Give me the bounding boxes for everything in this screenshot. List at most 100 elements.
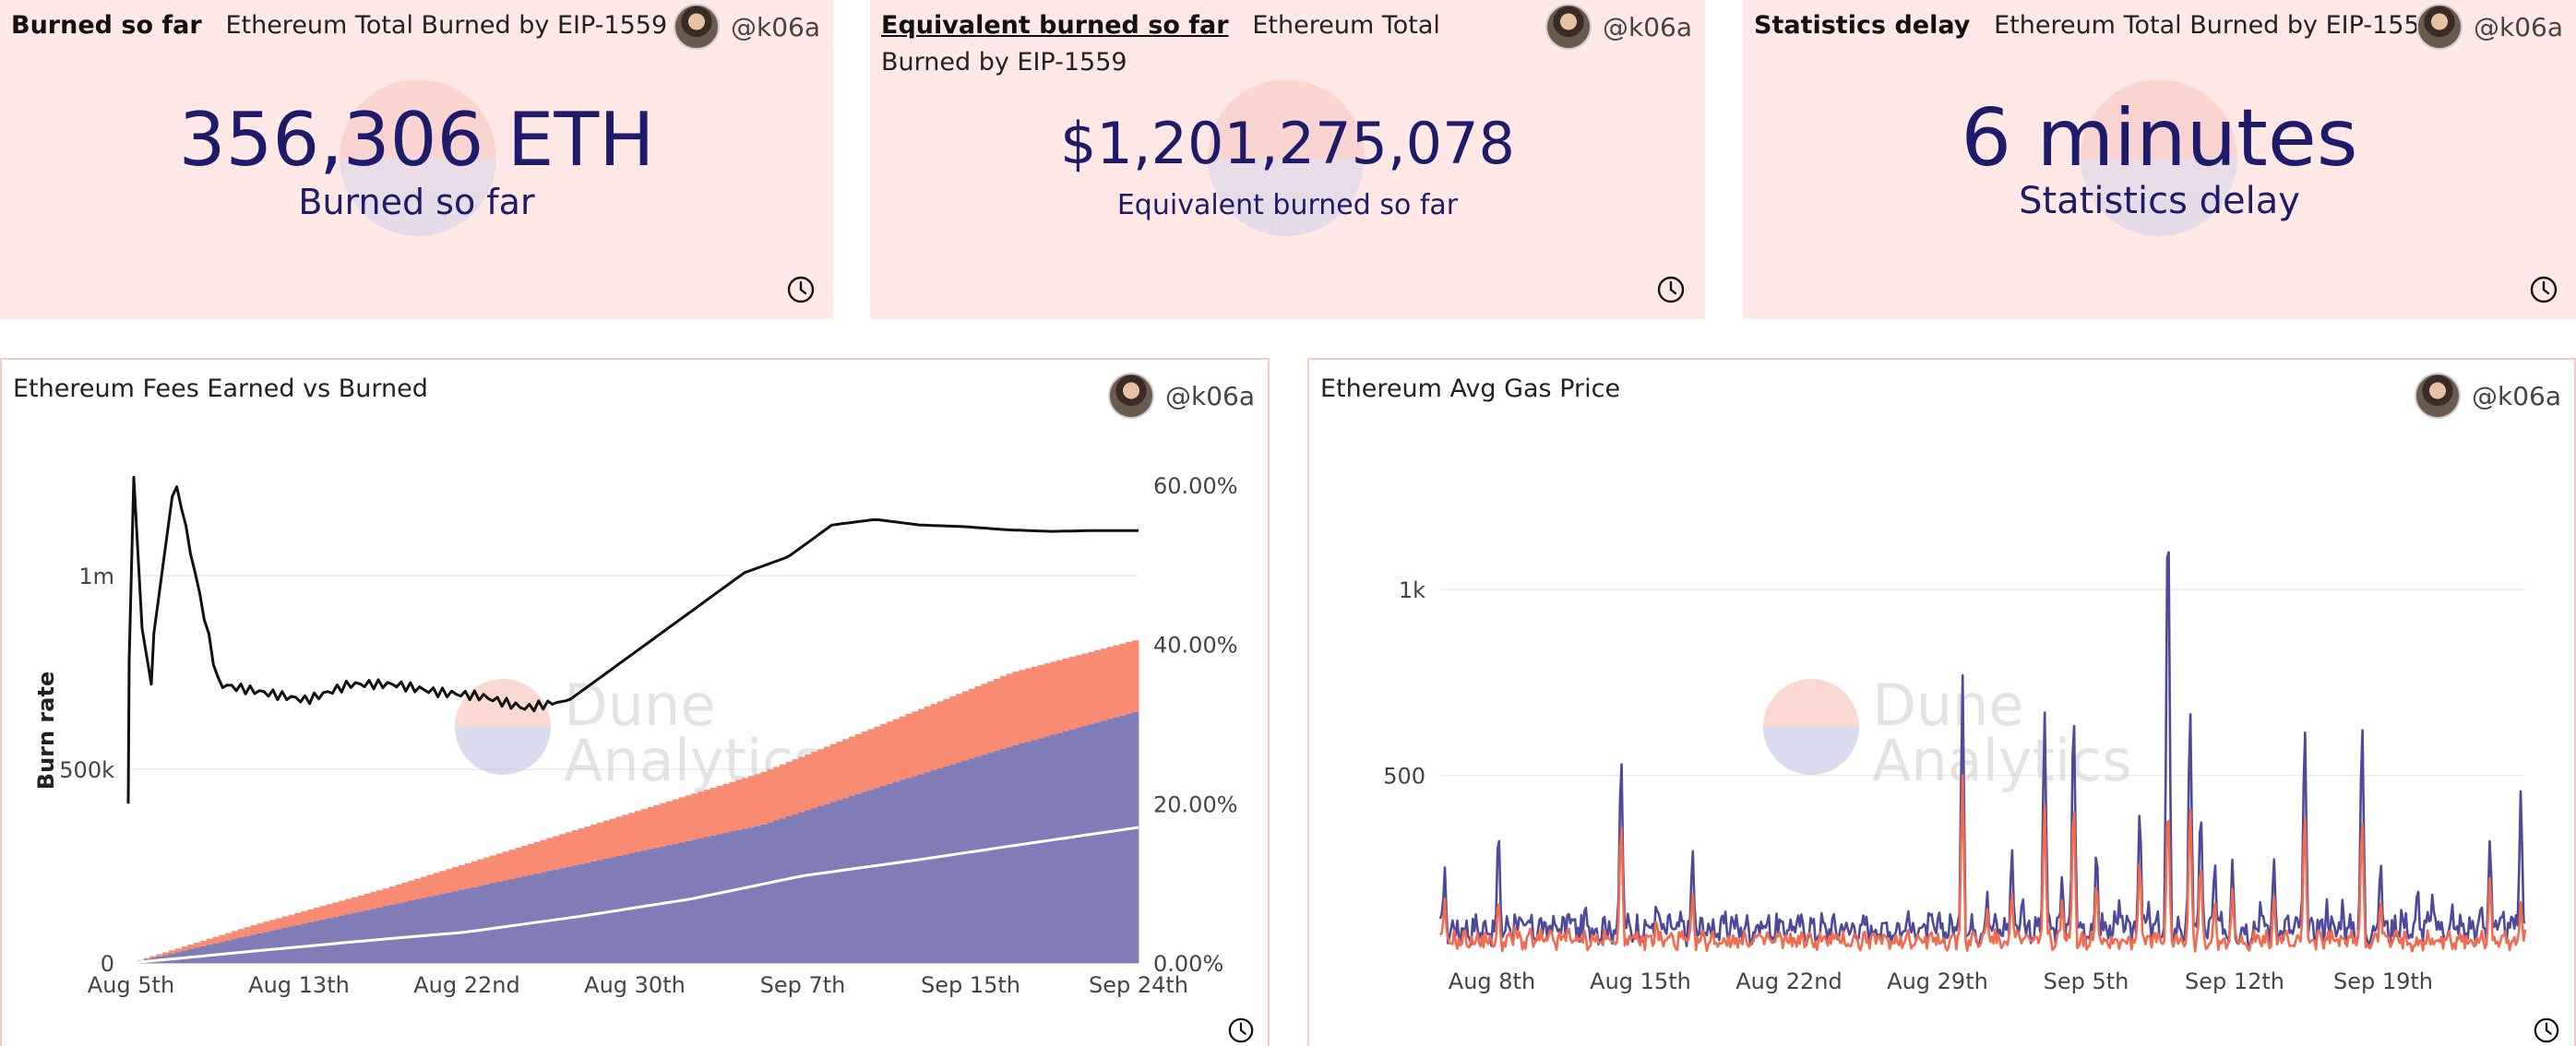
earned-bar	[880, 723, 888, 786]
author-name[interactable]: @k06a	[2473, 11, 2563, 42]
avatar[interactable]	[1544, 4, 1592, 50]
author-badge[interactable]: @k06a	[2414, 373, 2561, 419]
earned-bar	[735, 779, 743, 831]
chart-title[interactable]: Ethereum Fees Earned vs Burned	[13, 374, 428, 403]
earned-bar	[1068, 657, 1077, 730]
panel-title-query[interactable]: Ethereum Total Burned by EIP-1559	[1994, 11, 2436, 40]
earned-bar	[439, 871, 447, 895]
earned-bar	[956, 694, 963, 763]
panel-title-main[interactable]: Equivalent burned so far	[881, 11, 1229, 40]
earned-bar	[710, 787, 718, 836]
avatar[interactable]	[2415, 4, 2463, 50]
earned-bar	[408, 880, 415, 901]
earned-bar	[288, 914, 295, 927]
earned-bar	[716, 785, 723, 835]
burned-bar	[949, 764, 957, 963]
burned-bar	[502, 880, 509, 963]
author-badge[interactable]: @k06a	[1544, 4, 1692, 50]
avatar[interactable]	[673, 4, 720, 50]
earned-bar	[527, 843, 535, 875]
panel-title-query[interactable]: Ethereum Total Burned by EIP-1559	[225, 11, 668, 40]
earned-bar	[874, 726, 881, 789]
earned-bar	[219, 934, 226, 943]
earned-bar	[483, 857, 491, 885]
author-badge[interactable]: @k06a	[1107, 373, 1255, 419]
earned-bar	[943, 698, 950, 767]
author-name[interactable]: @k06a	[1602, 11, 1692, 42]
burned-bar	[887, 783, 894, 963]
earned-bar	[678, 797, 686, 843]
earned-bar	[495, 853, 504, 882]
earned-bar	[672, 799, 680, 844]
earned-bar	[490, 855, 497, 884]
earned-bar	[805, 754, 812, 811]
burned-bar	[981, 755, 988, 963]
author-badge[interactable]: @k06a	[673, 4, 820, 50]
avatar[interactable]	[2414, 373, 2461, 419]
earned-bar	[269, 920, 277, 931]
clock-icon[interactable]	[2533, 1016, 2560, 1044]
earned-bar	[590, 824, 598, 862]
earned-bar	[212, 936, 220, 944]
clock-icon[interactable]	[1656, 275, 1686, 304]
burned-bar	[874, 788, 881, 963]
burned-bar	[660, 846, 667, 963]
earned-bar	[754, 774, 761, 826]
burned-bar	[351, 912, 359, 963]
earned-bar	[1063, 658, 1070, 731]
earned-bar	[1081, 653, 1089, 727]
author-badge[interactable]: @k06a	[2415, 4, 2563, 50]
counter-panel-equivalent: Equivalent burned so far Ethereum Total …	[870, 0, 1705, 319]
earned-bar	[823, 746, 830, 804]
watermark-text: Dune	[1872, 672, 2023, 739]
burned-bar	[1063, 731, 1070, 963]
author-name[interactable]: @k06a	[730, 11, 820, 42]
burned-bar	[849, 795, 856, 963]
burned-bar	[1075, 727, 1082, 963]
panel-title-main[interactable]: Statistics delay	[1754, 11, 1971, 40]
x-tick-label: Aug 5th	[88, 972, 174, 998]
earned-bar	[602, 820, 611, 859]
earned-bar	[244, 927, 252, 936]
burn-rate-line	[126, 475, 1139, 804]
panel-title-main[interactable]: Burned so far	[11, 11, 202, 40]
dune-logo-icon	[1763, 679, 1859, 775]
burned-bar	[666, 845, 674, 963]
clock-icon[interactable]	[2529, 275, 2558, 304]
earned-bar	[181, 946, 188, 951]
earned-bar	[187, 945, 195, 950]
dune-watermark-icon	[1208, 79, 1365, 236]
burned-bar	[829, 802, 837, 963]
burned-bar	[250, 934, 257, 963]
burned-bar	[729, 831, 736, 963]
panel-title-query[interactable]: Ethereum Total Burned by EIP-1559	[881, 11, 1440, 77]
earned-bar	[842, 739, 850, 799]
earned-bar	[640, 809, 649, 851]
earned-bar	[294, 912, 302, 925]
burned-bar	[912, 776, 919, 963]
earned-bar	[1075, 655, 1082, 728]
earned-bar	[194, 942, 201, 948]
earned-bar	[420, 876, 428, 898]
author-name[interactable]: @k06a	[1164, 380, 1255, 411]
earned-bar	[854, 733, 863, 794]
burned-bar	[943, 766, 950, 963]
burned-bar	[1119, 715, 1127, 963]
author-name[interactable]: @k06a	[2471, 380, 2561, 411]
y-tick-label: 0	[101, 951, 114, 977]
avatar[interactable]	[1107, 373, 1154, 419]
earned-bar	[307, 909, 315, 923]
earned-bar	[521, 845, 529, 877]
burned-bar	[1068, 729, 1077, 963]
clock-icon[interactable]	[1227, 1016, 1255, 1044]
x-tick-label: Sep 24th	[1089, 972, 1188, 998]
earned-bar	[742, 778, 749, 829]
chart-title[interactable]: Ethereum Avg Gas Price	[1320, 374, 1621, 403]
earned-bar	[200, 940, 208, 946]
x-tick-label: Aug 22nd	[1735, 969, 1842, 994]
counter-label: Burned so far	[298, 182, 535, 222]
burned-bar	[307, 922, 315, 963]
clock-icon[interactable]	[786, 275, 816, 304]
burned-bar	[823, 803, 830, 963]
burned-bar	[446, 892, 453, 963]
